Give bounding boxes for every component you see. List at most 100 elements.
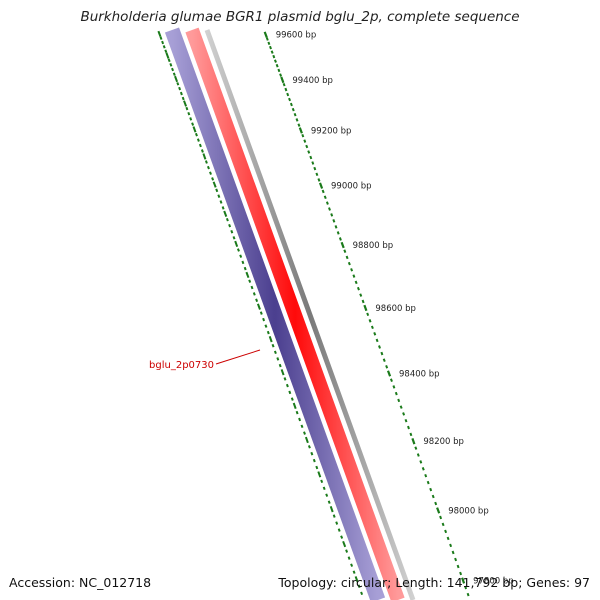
major-tick (298, 127, 303, 134)
minor-tick (338, 237, 342, 241)
minor-tick (352, 274, 356, 278)
inner-minor-tick (179, 91, 183, 96)
minor-tick (323, 195, 327, 200)
minor-tick (275, 63, 279, 68)
inner-minor-tick (211, 177, 215, 181)
inner-minor-tick (204, 160, 208, 164)
minor-tick (330, 213, 334, 217)
inner-minor-tick (198, 143, 202, 148)
minor-tick (426, 480, 430, 485)
inner-minor-tick (172, 72, 176, 76)
inner-major-tick (234, 240, 239, 248)
inner-minor-tick (206, 165, 210, 170)
inner-minor-tick (264, 324, 268, 328)
minor-tick (288, 97, 292, 102)
major-tick (386, 370, 392, 377)
minor-tick (273, 59, 277, 63)
inner-minor-tick (189, 117, 193, 121)
minor-tick (313, 166, 317, 171)
inner-major-tick (292, 402, 297, 410)
inner-minor-tick (312, 458, 316, 463)
inner-major-tick (317, 471, 322, 478)
inner-minor-tick (303, 431, 306, 435)
minor-tick (382, 358, 386, 362)
minor-tick (402, 412, 406, 416)
inner-major-tick (165, 52, 170, 59)
inner-major-tick (212, 181, 217, 188)
inner-minor-tick (357, 584, 361, 589)
topology-value: circular (340, 575, 388, 590)
position-scale-labels: 99600 bp 99400 bp 99200 bp 99000 bp 98800 bp… (276, 31, 514, 587)
minor-tick (343, 249, 347, 253)
inner-minor-tick (232, 236, 236, 240)
scale-tick-label: 98400 bp (399, 370, 440, 380)
inner-major-tick (268, 335, 273, 343)
inner-major-tick (304, 436, 309, 444)
inner-minor-tick (162, 45, 166, 49)
minor-tick (361, 299, 365, 304)
minor-tick (303, 139, 307, 143)
inner-minor-tick (243, 266, 247, 271)
minor-tick (378, 345, 381, 349)
minor-tick (416, 453, 420, 457)
scale-tick-label: 99600 bp (276, 31, 317, 41)
inner-minor-tick (161, 40, 165, 45)
minor-tick (444, 529, 448, 534)
inner-minor-tick (167, 58, 171, 63)
inner-minor-tick (200, 149, 204, 153)
scale-tick-label: 98200 bp (423, 437, 464, 447)
inner-minor-tick (322, 486, 326, 491)
inner-minor-tick (194, 132, 198, 137)
minor-tick (305, 144, 309, 149)
minor-tick (293, 112, 297, 117)
minor-tick (439, 515, 443, 520)
minor-tick (370, 325, 374, 330)
minor-tick (466, 592, 470, 597)
inner-minor-tick (307, 445, 311, 449)
inner-minor-tick (159, 36, 163, 40)
major-tick (436, 507, 441, 514)
inner-minor-tick (276, 357, 280, 361)
inner-minor-tick (178, 86, 182, 91)
minor-tick (289, 102, 293, 107)
inner-minor-tick (236, 248, 240, 252)
inner-minor-tick (283, 377, 287, 381)
minor-tick (373, 332, 377, 336)
inner-major-tick (245, 271, 250, 279)
inner-minor-tick (262, 317, 266, 322)
inner-minor-tick (295, 410, 299, 415)
minor-tick (397, 398, 401, 403)
minor-tick (429, 487, 433, 492)
inner-minor-tick (248, 279, 252, 283)
major-tick (411, 438, 416, 445)
minor-tick (368, 319, 372, 323)
inner-minor-tick (181, 96, 185, 101)
inner-minor-tick (196, 138, 200, 142)
minor-tick (350, 268, 354, 272)
minor-tick (309, 155, 313, 160)
inner-major-tick (280, 369, 285, 376)
genes-label: Genes: (526, 575, 571, 590)
inner-minor-tick (310, 451, 314, 456)
inner-minor-tick (315, 465, 319, 470)
gene-label-leader-line (215, 349, 261, 365)
minor-tick (345, 255, 349, 260)
minor-tick (394, 391, 398, 396)
map-title: Burkholderia glumae BGR1 plasmid bglu_2p… (80, 9, 520, 25)
minor-tick (328, 207, 331, 211)
inner-minor-tick (187, 111, 191, 116)
inner-minor-tick (332, 514, 336, 518)
inner-minor-tick (209, 171, 212, 175)
inner-major-tick (183, 100, 188, 107)
minor-tick (301, 133, 305, 138)
minor-tick (321, 189, 325, 194)
minor-tick (279, 73, 283, 77)
minor-tick (399, 405, 403, 409)
inner-minor-tick (285, 383, 289, 388)
minor-tick (385, 365, 389, 369)
inner-minor-tick (273, 350, 277, 355)
gene-label-bglu-2p0730[interactable]: bglu_2p0730 (149, 360, 214, 371)
scale-tick-label: 98600 bp (375, 304, 416, 314)
inner-tick-ruler (157, 30, 364, 596)
